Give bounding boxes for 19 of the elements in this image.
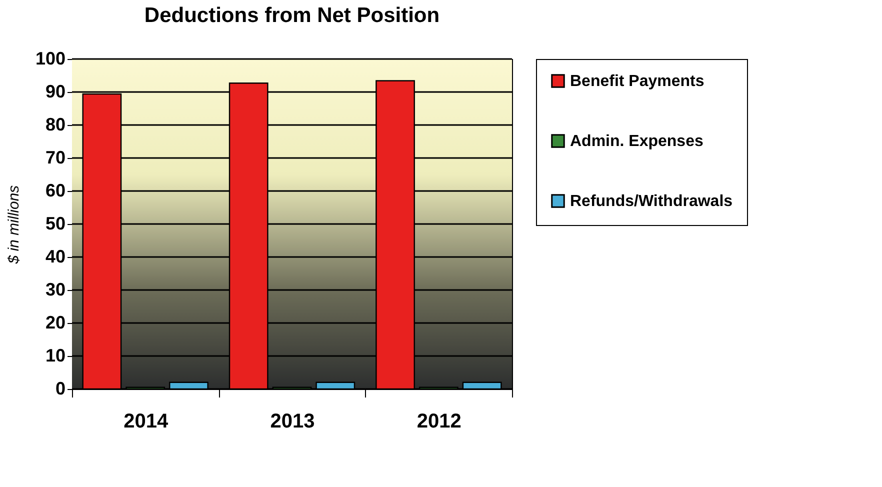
- y-tick-label: 40: [45, 246, 66, 266]
- x-tick-label: 2012: [416, 410, 462, 432]
- legend-label: Admin. Expenses: [570, 133, 704, 150]
- legend-label: Benefit Payments: [570, 73, 704, 90]
- chart-title: Deductions from Net Position: [144, 4, 440, 27]
- y-axis-title: $ in millions: [5, 184, 22, 265]
- y-tick-label: 60: [45, 180, 66, 200]
- x-tick-label: 2014: [124, 410, 169, 432]
- legend-label: Refunds/Withdrawals: [570, 193, 733, 210]
- y-tick-label: 30: [45, 280, 66, 300]
- y-tick-label: 0: [55, 378, 66, 398]
- y-tick-label: 10: [45, 346, 66, 366]
- y-tick-label: 90: [45, 82, 66, 102]
- y-tick-label: 20: [45, 312, 66, 332]
- y-tick-label: 50: [45, 214, 66, 234]
- y-tick-label: 70: [45, 148, 66, 168]
- y-tick-label: 100: [35, 48, 66, 68]
- x-tick-label: 2013: [270, 410, 315, 432]
- y-tick-label: 80: [45, 114, 66, 134]
